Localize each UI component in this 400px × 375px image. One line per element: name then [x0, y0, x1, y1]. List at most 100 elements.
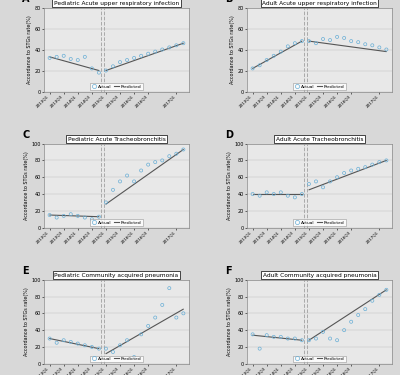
Y-axis label: Accordance to STGs rate(%): Accordance to STGs rate(%)	[24, 287, 29, 356]
Point	[299, 337, 305, 343]
Point	[110, 187, 116, 193]
Point	[82, 54, 88, 60]
Point	[334, 174, 340, 180]
Point	[376, 292, 382, 298]
Point	[166, 44, 172, 50]
Point	[103, 68, 109, 74]
Point	[159, 302, 166, 308]
Point	[124, 337, 130, 343]
Point	[264, 332, 270, 338]
Point	[159, 46, 166, 53]
Point	[96, 214, 102, 220]
Point	[285, 44, 291, 50]
Point	[376, 159, 382, 165]
Point	[362, 164, 368, 170]
Point	[145, 323, 151, 329]
Point	[256, 193, 263, 199]
Point	[46, 212, 53, 218]
Y-axis label: Accordance to STGs rate(%): Accordance to STGs rate(%)	[227, 287, 232, 356]
Point	[180, 147, 186, 153]
Point	[54, 54, 60, 60]
Point	[46, 336, 53, 342]
Point	[376, 44, 382, 50]
Title: Adult Acute Tracheobronchitis: Adult Acute Tracheobronchitis	[276, 137, 363, 142]
Point	[383, 287, 390, 293]
Point	[313, 40, 319, 46]
Point	[299, 191, 305, 197]
Point	[74, 340, 81, 346]
Point	[173, 315, 180, 321]
Point	[369, 298, 376, 304]
Point	[355, 166, 362, 172]
Point	[117, 178, 123, 184]
Point	[327, 336, 333, 342]
Point	[341, 35, 347, 41]
Y-axis label: Accordance to STGs rate(%): Accordance to STGs rate(%)	[230, 15, 235, 84]
Point	[292, 194, 298, 200]
Point	[362, 306, 368, 312]
Legend: Actual, Predicted: Actual, Predicted	[90, 356, 143, 362]
Point	[138, 332, 144, 338]
Point	[60, 337, 67, 343]
Point	[166, 153, 172, 159]
Legend: Actual, Predicted: Actual, Predicted	[293, 83, 346, 90]
Point	[96, 70, 102, 76]
Point	[124, 172, 130, 178]
Title: Pediatric Community acquired pneumonia: Pediatric Community acquired pneumonia	[54, 273, 178, 278]
Point	[68, 56, 74, 62]
Point	[131, 55, 137, 61]
Legend: Actual, Predicted: Actual, Predicted	[90, 83, 143, 90]
Point	[82, 342, 88, 348]
Point	[362, 41, 368, 47]
Point	[270, 53, 277, 59]
Point	[306, 181, 312, 187]
Legend: Actual, Predicted: Actual, Predicted	[90, 219, 143, 226]
Point	[173, 42, 180, 48]
Point	[89, 65, 95, 71]
Point	[334, 337, 340, 343]
Point	[285, 336, 291, 342]
Point	[152, 49, 158, 55]
Point	[250, 332, 256, 338]
Point	[250, 191, 256, 197]
Point	[256, 346, 263, 352]
Point	[159, 158, 166, 164]
Point	[138, 53, 144, 59]
Point	[124, 57, 130, 63]
Title: Pediatric Acute upper respiratory infection: Pediatric Acute upper respiratory infect…	[54, 1, 179, 6]
Title: Pediatric Acute Tracheobronchitis: Pediatric Acute Tracheobronchitis	[68, 137, 166, 142]
Point	[54, 340, 60, 346]
Y-axis label: Accordance to STGs rate(%): Accordance to STGs rate(%)	[24, 151, 29, 220]
Point	[341, 327, 347, 333]
Point	[131, 178, 137, 184]
Point	[74, 213, 81, 219]
Point	[348, 38, 354, 44]
Point	[60, 213, 67, 219]
Point	[96, 346, 102, 352]
Text: F: F	[225, 266, 232, 276]
Text: C: C	[22, 130, 30, 140]
Title: Adult Community acquired pneumonia: Adult Community acquired pneumonia	[263, 273, 376, 278]
Text: D: D	[225, 130, 233, 140]
Title: Adult Acute upper respiratory infection: Adult Acute upper respiratory infection	[262, 1, 377, 6]
Point	[103, 346, 109, 352]
Point	[89, 344, 95, 350]
Point	[292, 40, 298, 46]
Point	[278, 189, 284, 195]
Point	[320, 36, 326, 42]
Point	[320, 184, 326, 190]
Y-axis label: Accordance to STGs rate(%): Accordance to STGs rate(%)	[227, 151, 232, 220]
Point	[270, 191, 277, 197]
Text: A: A	[22, 0, 30, 4]
Point	[369, 162, 376, 168]
Point	[180, 40, 186, 46]
Text: E: E	[22, 266, 29, 276]
Point	[299, 38, 305, 44]
Point	[348, 319, 354, 325]
Point	[383, 158, 390, 164]
Point	[327, 37, 333, 43]
Point	[320, 329, 326, 335]
Point	[313, 336, 319, 342]
Point	[173, 151, 180, 157]
Point	[131, 354, 137, 360]
